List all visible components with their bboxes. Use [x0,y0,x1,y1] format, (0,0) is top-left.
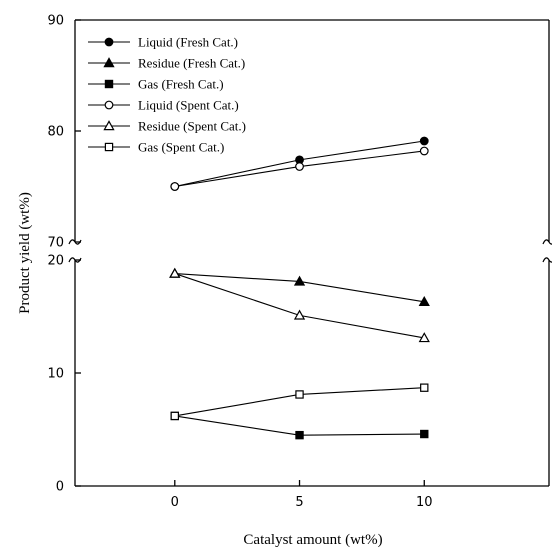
legend-label: Gas (Fresh Cat.) [138,77,224,92]
legend-marker [104,79,114,89]
legend-marker [104,37,114,47]
legend-label: Residue (Spent Cat.) [138,119,246,134]
y-axis-title: Product yield (wt%) [17,192,33,314]
series-markers [169,136,430,440]
y-tick-label: 70 [47,236,64,251]
series-1-point [293,275,306,286]
series-4-point [293,309,306,320]
series-3-point [295,162,304,171]
series-1-point [418,295,430,307]
legend-marker [104,100,114,110]
axis-break-right-lower [542,257,552,263]
series-2-point [420,429,429,439]
x-axis-title: Catalyst amount (wt%) [243,532,382,548]
legend: Liquid (Fresh Cat.) Residue (Fresh Cat.) G… [88,35,246,155]
series-4-point [418,332,430,343]
series-3-point [419,146,429,156]
series-5-point [420,383,429,392]
y-tick-label: 0 [56,480,64,495]
y-tick-label: 10 [47,367,64,382]
y-tick-label: 20 [47,254,64,269]
x-tick-label: 5 [295,495,303,510]
x-tick-label: 10 [416,495,433,510]
series-3-point [170,182,180,191]
legend-label: Residue (Fresh Cat.) [138,56,245,71]
series-5-point [295,390,304,399]
y-tick-label: 90 [47,14,64,29]
axes: 0 5 10 0 10 20 70 80 90 [47,14,552,510]
x-tick-label: 0 [171,495,179,510]
legend-label: Gas (Spent Cat.) [138,140,224,155]
series-0-point [419,136,429,146]
axis-break-right-upper [542,239,552,245]
legend-marker [103,120,115,131]
series-5-point [170,411,179,421]
legend-marker [104,142,114,152]
series-4-point [169,267,181,278]
legend-marker [103,57,115,68]
legend-label: Liquid (Fresh Cat.) [138,35,238,50]
legend-label: Liquid (Spent Cat.) [138,98,239,113]
series-2-point [295,430,304,440]
y-tick-label: 80 [47,125,64,140]
